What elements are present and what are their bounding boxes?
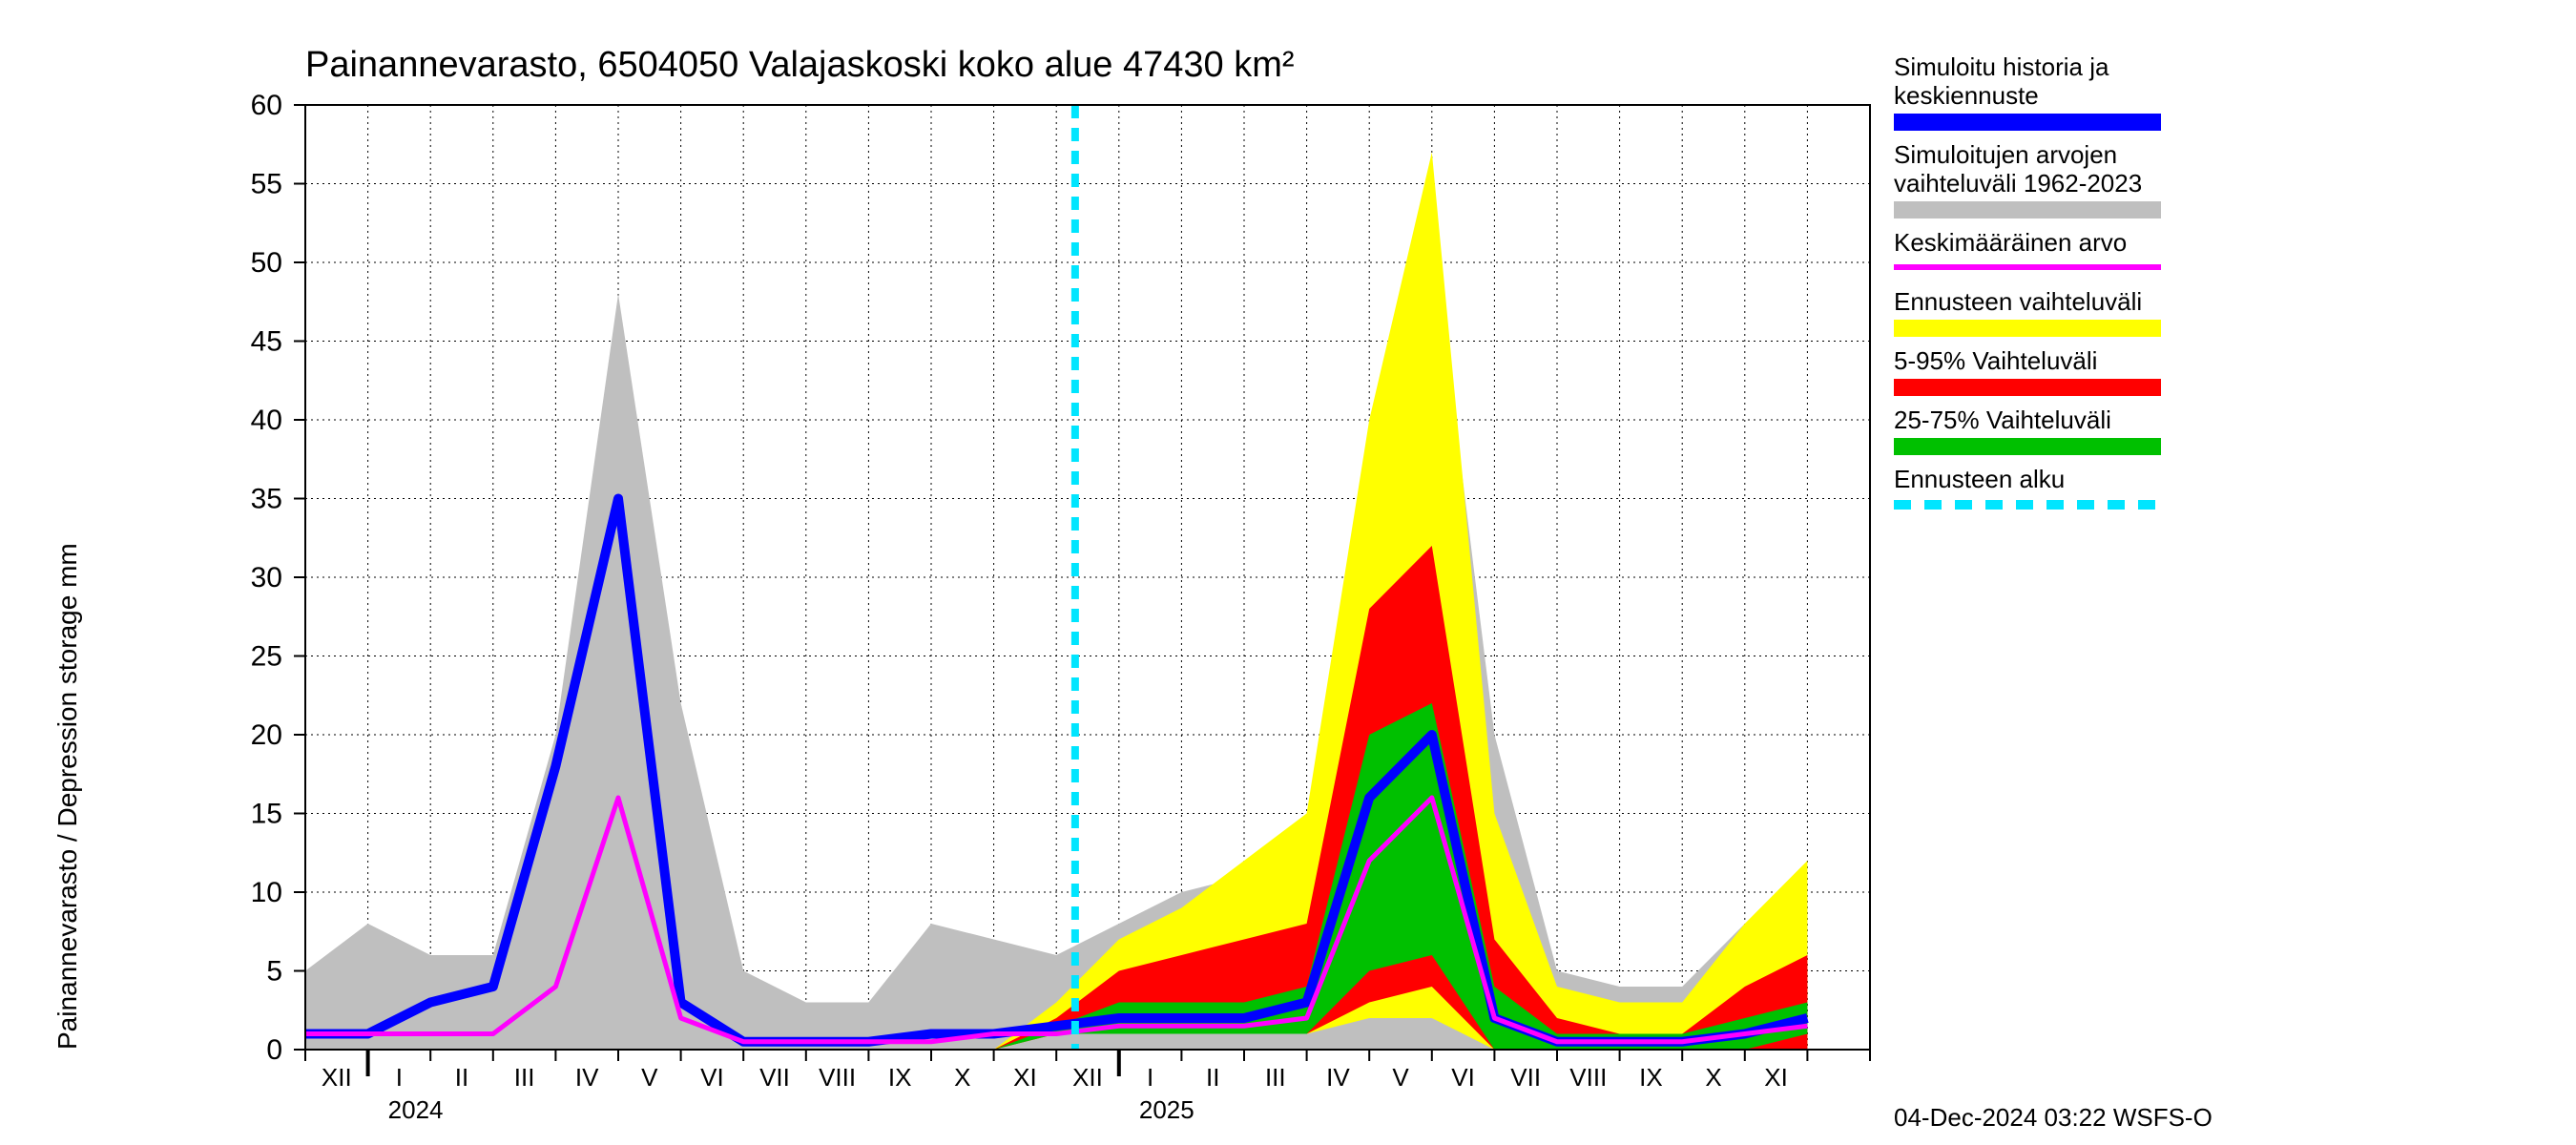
legend-swatch	[1894, 438, 2161, 455]
legend-label: vaihteluväli 1962-2023	[1894, 169, 2142, 198]
month-label: VI	[1451, 1063, 1475, 1092]
ytick-label: 0	[266, 1034, 282, 1066]
ytick-label: 10	[251, 877, 282, 908]
year-label: 2024	[388, 1095, 444, 1124]
month-label: II	[455, 1063, 468, 1092]
ytick-label: 45	[251, 326, 282, 358]
ytick-label: 35	[251, 484, 282, 515]
footer-timestamp: 04-Dec-2024 03:22 WSFS-O	[1894, 1103, 2212, 1132]
month-label: VII	[759, 1063, 790, 1092]
month-label: X	[954, 1063, 970, 1092]
year-label: 2025	[1139, 1095, 1195, 1124]
legend-label: Simuloitu historia ja	[1894, 52, 2109, 81]
month-label: V	[1392, 1063, 1409, 1092]
legend-label: Simuloitujen arvojen	[1894, 140, 2117, 169]
legend-swatch	[1894, 114, 2161, 131]
month-label: VI	[700, 1063, 724, 1092]
legend-swatch	[1894, 379, 2161, 396]
legend-label: keskiennuste	[1894, 81, 2039, 110]
month-label: XII	[1072, 1063, 1103, 1092]
month-label: XI	[1764, 1063, 1788, 1092]
legend-label: Ennusteen alku	[1894, 465, 2065, 493]
month-label: II	[1206, 1063, 1219, 1092]
legend-label: Keskimääräinen arvo	[1894, 228, 2127, 257]
ytick-label: 40	[251, 405, 282, 436]
month-label: I	[396, 1063, 403, 1092]
legend-swatch	[1894, 320, 2161, 337]
month-label: IX	[1639, 1063, 1663, 1092]
month-label: III	[1265, 1063, 1286, 1092]
month-label: III	[514, 1063, 535, 1092]
ytick-label: 25	[251, 641, 282, 673]
month-label: IX	[888, 1063, 912, 1092]
ytick-label: 30	[251, 562, 282, 593]
y-axis-label: Painannevarasto / Depression storage mm	[52, 543, 82, 1050]
chart-title: Painannevarasto, 6504050 Valajaskoski ko…	[305, 45, 1295, 85]
ytick-label: 60	[251, 90, 282, 121]
ytick-label: 55	[251, 169, 282, 200]
legend-label: 5-95% Vaihteluväli	[1894, 346, 2097, 375]
month-label: I	[1147, 1063, 1153, 1092]
month-label: IV	[1326, 1063, 1350, 1092]
month-label: IV	[575, 1063, 599, 1092]
month-label: XI	[1013, 1063, 1037, 1092]
month-label: VIII	[819, 1063, 856, 1092]
ytick-label: 15	[251, 799, 282, 830]
month-label: VIII	[1569, 1063, 1607, 1092]
ytick-label: 50	[251, 247, 282, 279]
legend-swatch	[1894, 264, 2161, 270]
legend-swatch	[1894, 201, 2161, 219]
month-label: XII	[322, 1063, 352, 1092]
ytick-label: 20	[251, 719, 282, 751]
month-label: VII	[1510, 1063, 1541, 1092]
month-label: X	[1705, 1063, 1721, 1092]
month-label: V	[641, 1063, 658, 1092]
legend-label: Ennusteen vaihteluväli	[1894, 287, 2142, 316]
legend-label: 25-75% Vaihteluväli	[1894, 406, 2111, 434]
ytick-label: 5	[266, 956, 282, 988]
